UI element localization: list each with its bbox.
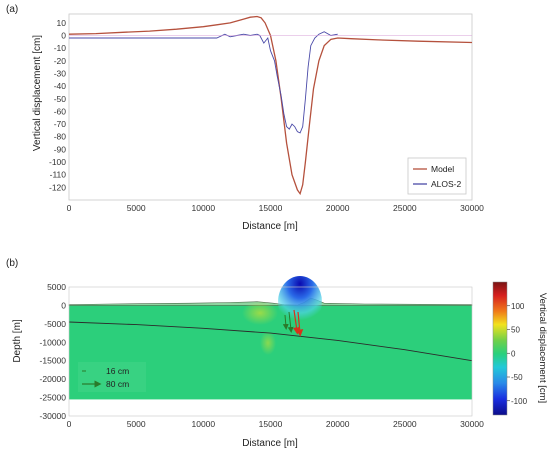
legend-a-box [407,157,467,195]
x-tick-label: 20000 [326,203,350,213]
colorbar-tick-label: -100 [511,397,528,406]
x-axis-ticks-a: 0 5000 10000 15000 20000 25000 30000 [67,203,484,213]
x-tick-label: 5000 [127,203,146,213]
y-tick-label: -40 [54,81,67,91]
arrow-large [292,309,301,335]
legend-model-label: Model [431,164,454,174]
colorbar-tick-label: 100 [511,302,525,311]
panel-b-label: (b) [6,258,18,269]
y-tick-label: 10 [57,18,67,28]
x-axis-label-a: Distance [m] [242,221,298,232]
colorbar-ticks: 100 50 0 -50 -100 [507,302,528,406]
y-axis-label-a: Vertical displacement [cm] [32,35,43,151]
y-tick-label: -10000 [40,337,67,347]
x-axis-ticks-b: 0 5000 10000 15000 20000 25000 30000 [67,419,484,429]
plot-b-frame [68,286,473,417]
x-axis-label-b: Distance [m] [242,438,298,449]
x-tick-label: 15000 [259,419,283,429]
x-tick-label: 0 [67,203,72,213]
colorbar: 100 50 0 -50 -100 Vertical displacement [cm] [492,281,548,416]
y-tick-label: -60 [54,106,67,116]
y-tick-label: -20 [54,56,67,66]
y-tick-label: 0 [61,31,66,41]
y-axis-ticks-b: 5000 0 -5000 -10000 -15000 -20000 -25000 -30000 [40,282,67,421]
x-tick-label: 10000 [192,203,216,213]
legend-alos2-label: ALOS-2 [431,179,462,189]
series-line-alos2 [69,31,338,134]
colorbar-gradient [492,281,508,416]
x-tick-label: 30000 [460,203,484,213]
y-axis-label-b: Depth [m] [12,319,23,363]
subsidence-zone [278,276,322,328]
y-tick-label: 0 [61,300,66,310]
x-tick-label: 25000 [393,419,417,429]
y-tick-label: -20000 [40,374,67,384]
colorbar-tick-label: 0 [511,349,516,358]
y-tick-label: -120 [49,182,66,192]
arrow-legend-large-label: 80 cm [106,379,129,389]
arrow-legend-small-label: 16 cm [106,366,129,376]
y-tick-label: -5000 [44,319,66,329]
x-tick-label: 30000 [460,419,484,429]
y-tick-label: -30000 [40,411,67,421]
arrow-small [287,311,294,333]
y-tick-label: -110 [50,170,67,180]
panel-a-label: (a) [6,4,18,15]
y-tick-label: -10 [54,43,67,53]
panel-b: (b) 0 5000 10000 15000 20000 25000 30000 50000… [6,258,548,449]
x-tick-label: 5000 [127,419,146,429]
fault-line [68,321,473,362]
y-tick-label: -80 [54,132,67,142]
colorbar-tick-label: -50 [511,373,523,382]
x-tick-label: 25000 [393,203,417,213]
panel-a: (a) 0 5000 10000 15000 20000 25000 30000 10 0 -1… [6,4,484,232]
y-tick-label: -15000 [40,356,67,366]
uplift-zone [242,301,278,325]
y-tick-label: -50 [54,94,67,104]
legend-a: Model ALOS-2 [407,157,467,195]
arrow-legend: 16 cm 80 cm [78,362,146,392]
arrow-large [296,311,304,337]
y-tick-label: -30 [54,68,67,78]
y-tick-label: -100 [49,157,66,167]
plot-a-frame [68,13,473,201]
x-tick-label: 20000 [326,419,350,429]
displacement-arrows [282,309,304,337]
series-group-a [69,15,472,196]
y-tick-label: -90 [54,144,67,154]
x-tick-label: 0 [67,419,72,429]
x-tick-label: 15000 [259,203,283,213]
arrow-small [282,314,289,330]
arrow-legend-box [78,362,146,392]
colorbar-label: Vertical displacement [cm] [537,293,548,403]
y-tick-label: 5000 [47,282,66,292]
x-tick-label: 10000 [192,419,216,429]
y-axis-ticks-a: 10 0 -10 -20 -30 -40 -50 -60 -70 -80 -90 -100 -110 -1… [49,18,66,192]
deep-anomaly [260,331,276,355]
colorbar-tick-label: 50 [511,326,520,335]
y-tick-label: -70 [54,119,67,129]
y-tick-label: -25000 [40,393,67,403]
